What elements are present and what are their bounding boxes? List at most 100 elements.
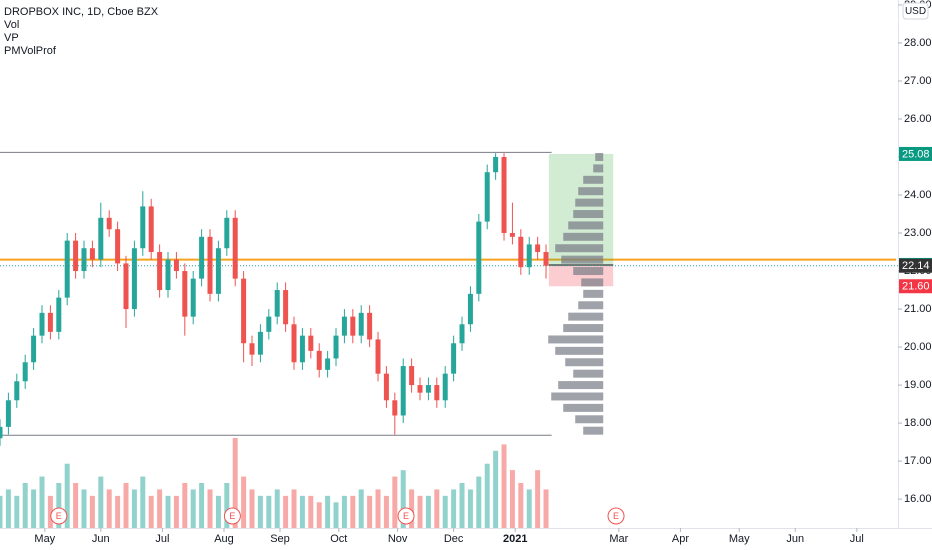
volume-bar — [459, 483, 465, 528]
x-tick-label: Apr — [672, 533, 689, 545]
volume-bar — [409, 489, 415, 528]
candle-body — [257, 331, 263, 355]
volume-bar — [526, 489, 532, 528]
volume-bar — [493, 450, 499, 528]
candle-body — [73, 240, 79, 272]
candle-body — [0, 426, 3, 439]
candle-body — [341, 316, 347, 336]
candle-body — [5, 400, 11, 427]
earnings-marker — [397, 507, 415, 525]
candle-body — [266, 316, 272, 332]
volume-bar — [316, 502, 322, 528]
indicator-label[interactable]: VP — [4, 32, 19, 44]
candle-body — [358, 312, 364, 336]
y-tick-label: 26.00 — [904, 113, 932, 125]
candle-body — [215, 248, 221, 294]
candle-body — [400, 366, 406, 416]
candle-body — [451, 343, 457, 374]
volume-bar — [22, 483, 28, 528]
volume-bar — [0, 495, 3, 528]
y-tick-label: 28.00 — [904, 37, 932, 49]
volume-profile-bar — [575, 415, 604, 424]
indicator-label[interactable]: PMVolProf — [4, 45, 57, 57]
volume-bar — [39, 476, 45, 528]
y-tick-label: 23.00 — [904, 227, 932, 239]
price-tag — [899, 279, 932, 294]
y-tick-label: 27.00 — [904, 75, 932, 87]
candle-body — [81, 248, 87, 272]
candle-body — [31, 335, 37, 363]
volume-bar — [140, 476, 146, 528]
volume-bar — [299, 495, 305, 528]
currency-box[interactable] — [902, 2, 929, 20]
candle-body — [316, 350, 322, 370]
volume-bar — [148, 495, 154, 528]
candle-body — [291, 324, 297, 363]
volume-bar — [341, 495, 347, 528]
candle-body — [56, 297, 62, 332]
candle-body — [39, 312, 45, 336]
volume-bar — [367, 495, 373, 528]
volume-bar — [501, 444, 507, 528]
volume-profile-bar — [581, 278, 604, 287]
candle-body — [22, 362, 28, 382]
volume-bar — [467, 489, 473, 528]
volume-bar — [115, 495, 121, 528]
candle-body — [308, 335, 314, 351]
volume-profile-bar — [573, 267, 604, 276]
volume-profile-bar — [568, 221, 604, 230]
candle-body — [64, 240, 70, 298]
candle-body — [409, 366, 415, 386]
volume-bar — [73, 483, 79, 528]
volume-bar — [199, 483, 205, 528]
volume-bar — [451, 489, 457, 528]
volume-profile-bar — [561, 255, 604, 264]
volume-profile-bar — [555, 346, 604, 355]
price-tag — [899, 258, 932, 273]
volume-bar — [308, 495, 314, 528]
candle-body — [140, 206, 146, 249]
earnings-label: E — [56, 511, 62, 521]
x-tick-label: Jun — [92, 533, 110, 545]
volume-bar — [249, 489, 255, 528]
volume-profile-bar — [555, 244, 604, 253]
candle-body — [526, 244, 532, 268]
candle-body — [383, 373, 389, 401]
volume-profile-bar — [565, 358, 604, 367]
candle-body — [131, 248, 137, 310]
candle-body — [157, 252, 163, 291]
x-tick-label: Mar — [609, 533, 628, 545]
volume-bar — [325, 495, 331, 528]
volume-bar — [358, 489, 364, 528]
volume-profile-bar — [583, 289, 604, 298]
indicator-label[interactable]: Vol — [4, 19, 19, 31]
volume-profile-bar — [568, 312, 604, 321]
candle-body — [392, 400, 398, 416]
volume-bar — [484, 463, 490, 528]
y-tick-label: 24.00 — [904, 189, 932, 201]
volume-bar — [47, 495, 53, 528]
chart-title: DROPBOX INC, 1D, Cboe BZX — [4, 6, 159, 18]
x-tick-label: Jun — [786, 533, 804, 545]
volume-profile-bar — [575, 198, 604, 207]
volume-bar — [173, 495, 179, 528]
volume-bar — [518, 483, 524, 528]
volume-profile-bar — [573, 369, 604, 378]
volume-bar — [375, 489, 381, 528]
volume-bar — [417, 495, 423, 528]
candle-body — [535, 244, 541, 253]
candle-body — [442, 373, 448, 401]
volume-bar — [509, 470, 515, 528]
volume-profile-bar — [558, 381, 604, 390]
volume-bar — [14, 495, 20, 528]
volume-profile-bar — [563, 403, 604, 412]
volume-profile-bar — [583, 426, 604, 435]
earnings-label: E — [403, 511, 409, 521]
volume-profile-bar — [563, 324, 604, 333]
volume-profile-bar — [563, 232, 604, 241]
currency[interactable]: USD — [905, 6, 926, 17]
volume-bar — [165, 495, 171, 528]
y-tick-label: 18.00 — [904, 417, 932, 429]
x-tick-label: Oct — [330, 533, 347, 545]
